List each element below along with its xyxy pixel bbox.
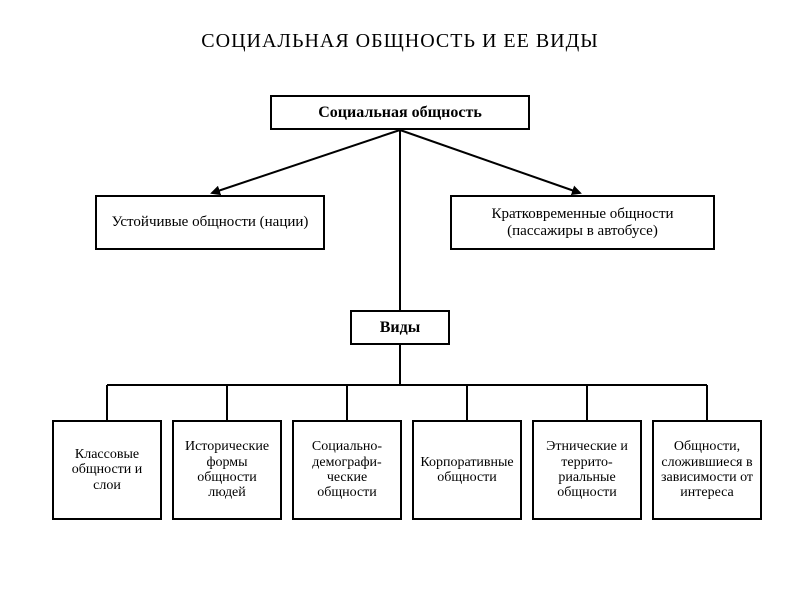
node-kinds: Виды [350, 310, 450, 345]
node-root: Социальная общность [270, 95, 530, 130]
node-leaf-1: Классовые общности и слои [52, 420, 162, 520]
node-leaf-6: Общности, сложившиеся в зависимости от и… [652, 420, 762, 520]
node-leaf-2: Истори­ческие формы общности людей [172, 420, 282, 520]
node-leaf-3: Социально-демографи­ческие общности [292, 420, 402, 520]
node-leaf-5: Этнические и террито­риальные общности [532, 420, 642, 520]
diagram-title: СОЦИАЛЬНАЯ ОБЩНОСТЬ И ЕЕ ВИДЫ [0, 30, 800, 53]
node-short: Кратковременные общности (пассажиры в ав… [450, 195, 715, 250]
node-leaf-4: Корпоратив­ные общности [412, 420, 522, 520]
node-stable: Устойчивые общности (нации) [95, 195, 325, 250]
